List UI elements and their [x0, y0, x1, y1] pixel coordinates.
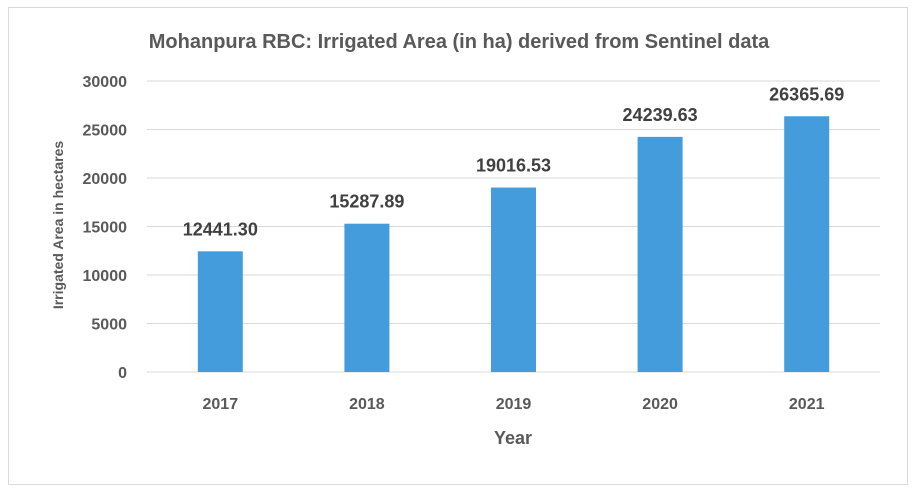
data-labels: 12441.30 15287.89 19016.53 24239.63 26365.69	[183, 84, 844, 239]
y-tick-label: 5000	[91, 317, 127, 334]
data-label-2018: 15287.89	[329, 192, 404, 212]
bar-2017	[197, 251, 243, 372]
y-tick-label: 10000	[83, 268, 128, 285]
x-tick-label-2019: 2019	[496, 396, 532, 413]
x-tick-label-2021: 2021	[789, 396, 825, 413]
data-label-2020: 24239.63	[623, 105, 698, 125]
x-tick-label-2017: 2017	[203, 396, 239, 413]
y-tick-label: 30000	[83, 74, 128, 91]
chart-title: Mohanpura RBC: Irrigated Area (in ha) de…	[149, 31, 770, 53]
y-axis-title: Irrigated Area in hectares	[50, 141, 66, 310]
data-label-2019: 19016.53	[476, 156, 551, 176]
y-tick-label: 15000	[83, 220, 128, 237]
x-tick-label-2020: 2020	[642, 396, 678, 413]
chart-frame	[8, 7, 908, 485]
y-tick-label: 0	[118, 365, 127, 382]
x-axis-ticks: 2017 2018 2019 2020 2021	[203, 396, 825, 413]
x-axis-title: Year	[494, 428, 532, 448]
data-label-2017: 12441.30	[183, 219, 258, 239]
bar-2020	[637, 136, 683, 372]
bar-2019	[491, 187, 536, 372]
x-tick-label-2018: 2018	[349, 396, 385, 413]
y-tick-label: 20000	[83, 171, 128, 188]
bars	[197, 116, 830, 372]
data-label-2021: 26365.69	[769, 84, 844, 104]
bar-2021	[784, 116, 830, 372]
y-axis-ticks: 0 5000 10000 15000 20000 25000 30000	[83, 74, 128, 382]
gridlines	[147, 80, 880, 373]
bar-2018	[344, 223, 390, 372]
y-tick-label: 25000	[83, 123, 128, 140]
